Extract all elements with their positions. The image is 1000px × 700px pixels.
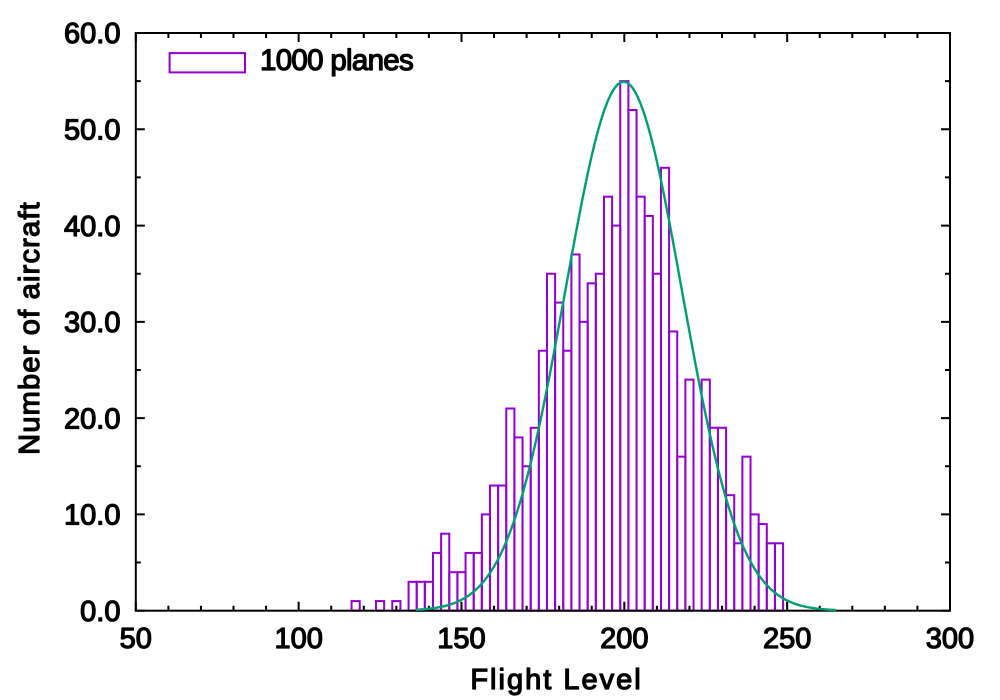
svg-text:100: 100 (274, 623, 322, 655)
svg-text:50.0: 50.0 (64, 114, 120, 146)
svg-text:40.0: 40.0 (64, 211, 120, 243)
svg-text:60.0: 60.0 (64, 18, 120, 50)
svg-text:10.0: 10.0 (64, 500, 120, 532)
svg-text:0.0: 0.0 (80, 596, 120, 628)
svg-text:30.0: 30.0 (64, 307, 120, 339)
svg-text:250: 250 (763, 623, 811, 655)
svg-text:1000 planes: 1000 planes (260, 44, 413, 77)
svg-text:50: 50 (120, 623, 152, 655)
svg-text:150: 150 (437, 623, 485, 655)
svg-text:Number of aircraft: Number of aircraft (14, 201, 46, 455)
svg-text:20.0: 20.0 (64, 403, 120, 435)
svg-text:200: 200 (600, 623, 648, 655)
svg-text:Flight Level: Flight Level (470, 664, 642, 696)
svg-text:300: 300 (926, 623, 974, 655)
